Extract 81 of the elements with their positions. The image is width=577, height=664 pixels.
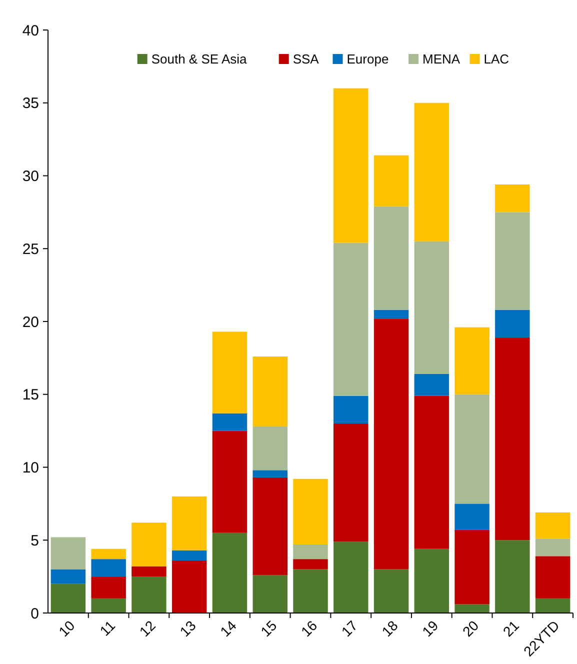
y-tick-label: 25 xyxy=(22,240,39,258)
bar xyxy=(293,544,328,560)
bar xyxy=(334,396,368,424)
bar xyxy=(252,477,288,576)
bar xyxy=(414,548,450,613)
y-tick-label: 30 xyxy=(22,168,39,185)
x-tick-label: 10 xyxy=(55,617,78,640)
legend-label: South & SE Asia xyxy=(151,52,248,67)
bar xyxy=(535,512,570,539)
bar xyxy=(132,566,166,577)
y-tick-label: 40 xyxy=(22,22,39,40)
x-tick-label: 18 xyxy=(378,617,401,640)
bar xyxy=(374,206,409,310)
x-tick-label: 17 xyxy=(338,617,361,640)
bar xyxy=(414,241,450,374)
bar xyxy=(414,102,450,242)
bar xyxy=(495,212,530,310)
bar xyxy=(293,559,328,570)
x-tick-label: 15 xyxy=(257,617,280,640)
x-tick-label: 16 xyxy=(298,617,320,640)
bar xyxy=(414,396,450,549)
y-tick-label: 5 xyxy=(30,532,39,550)
bar xyxy=(132,576,166,613)
bar xyxy=(334,424,368,542)
bar xyxy=(252,575,288,613)
bar xyxy=(454,504,490,530)
bar xyxy=(495,540,530,613)
bar xyxy=(293,478,328,544)
y-tick-label: 20 xyxy=(22,314,39,331)
bar xyxy=(374,569,409,613)
bar xyxy=(50,584,86,613)
y-tick-label: 35 xyxy=(22,95,39,112)
bar xyxy=(495,184,530,212)
bar xyxy=(50,537,86,570)
bar xyxy=(172,550,207,561)
bar xyxy=(50,569,86,584)
bar xyxy=(212,430,248,533)
bar xyxy=(172,496,207,550)
bar xyxy=(91,559,126,577)
bar xyxy=(454,530,490,604)
bar xyxy=(212,413,248,431)
bar xyxy=(132,522,166,566)
y-tick-label: 10 xyxy=(22,460,39,476)
bar xyxy=(374,310,409,319)
bar xyxy=(334,542,368,613)
bar xyxy=(454,604,490,613)
legend-label: LAC xyxy=(484,52,510,67)
bar xyxy=(495,310,530,338)
x-tick-label: 11 xyxy=(96,617,118,639)
bar xyxy=(454,394,490,504)
legend-label: SSA xyxy=(292,52,320,67)
legend-label: Europe xyxy=(346,52,389,67)
bar xyxy=(334,88,368,243)
bar xyxy=(454,327,490,394)
bar xyxy=(293,569,328,613)
bar xyxy=(535,538,570,556)
x-tick-label: 14 xyxy=(216,617,240,640)
bar xyxy=(172,560,207,613)
x-tick-label: 19 xyxy=(418,617,442,640)
bar xyxy=(212,532,248,613)
bar xyxy=(374,155,409,206)
x-tick-label: 21 xyxy=(500,617,522,640)
bar xyxy=(535,556,570,598)
bar xyxy=(252,470,288,478)
x-tick-label: 13 xyxy=(176,617,200,640)
y-tick-label: 15 xyxy=(22,386,39,404)
bar xyxy=(212,332,248,414)
bar xyxy=(252,356,288,426)
bar xyxy=(334,242,368,396)
bar xyxy=(535,598,570,613)
bar xyxy=(374,318,409,570)
bar xyxy=(252,426,288,470)
legend-label: MENA xyxy=(422,52,460,67)
bar xyxy=(91,548,126,560)
x-tick-label: 20 xyxy=(459,617,482,640)
bar xyxy=(414,374,450,396)
bar xyxy=(91,576,126,598)
y-tick-label: 0 xyxy=(30,605,39,622)
bar xyxy=(91,598,126,613)
x-tick-label: 12 xyxy=(136,617,159,640)
bar xyxy=(495,338,530,540)
